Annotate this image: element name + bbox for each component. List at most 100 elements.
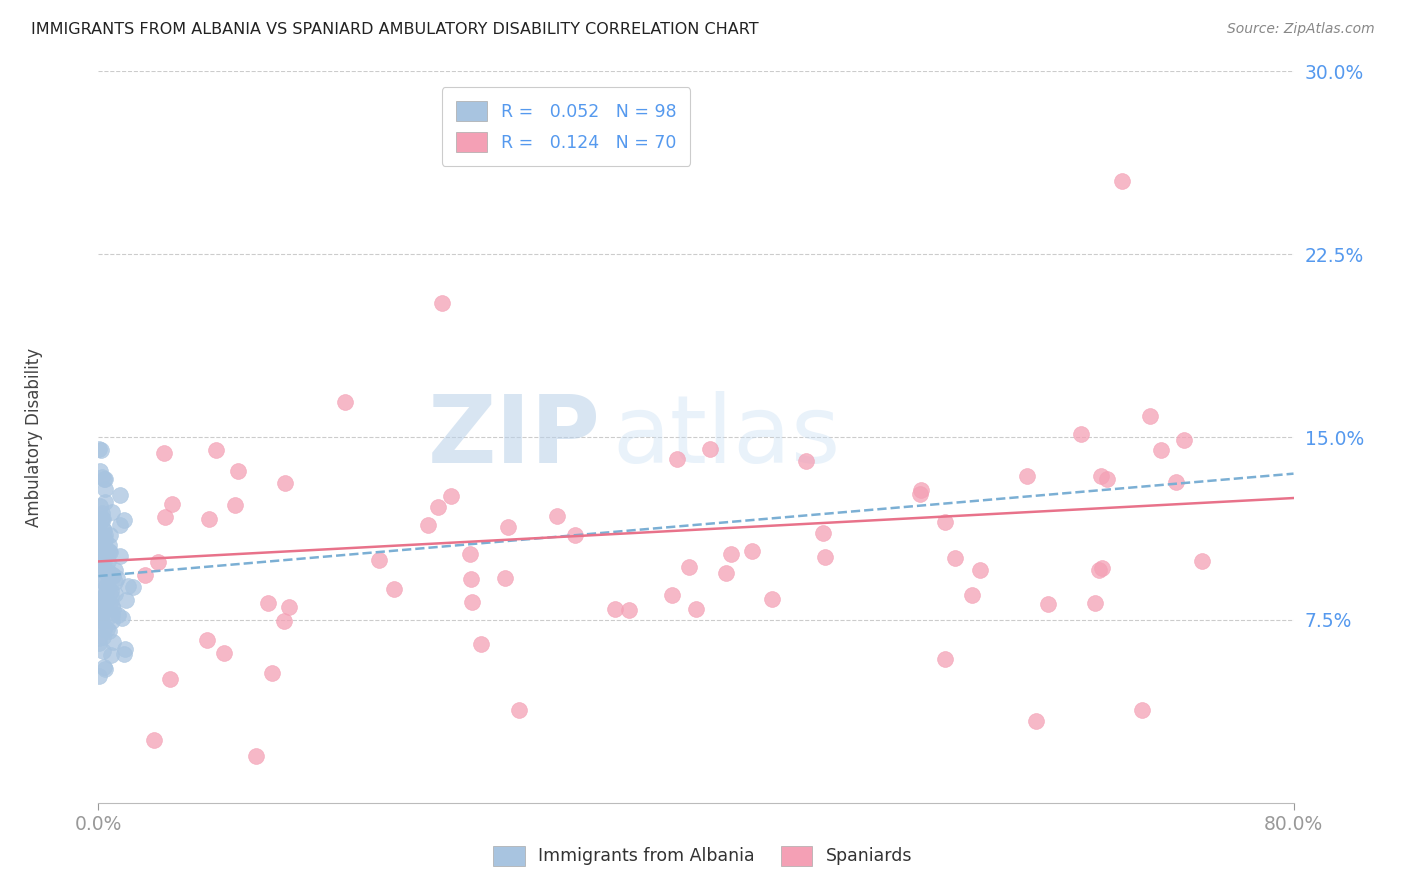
Point — [105, 571, 128, 585]
Point — [1088, 563, 1111, 577]
Point — [1015, 469, 1038, 483]
Point — [90, 582, 112, 597]
Point — [94, 602, 117, 616]
Point — [741, 543, 763, 558]
Point — [93, 533, 115, 548]
Point — [720, 547, 742, 561]
Point — [91, 614, 114, 628]
Point — [934, 652, 956, 666]
Point — [1164, 475, 1187, 489]
Text: ZIP: ZIP — [427, 391, 600, 483]
Point — [460, 572, 482, 586]
Point — [934, 515, 956, 529]
Point — [91, 559, 114, 574]
Point — [94, 533, 117, 547]
Point — [112, 513, 135, 527]
Point — [108, 517, 131, 532]
Point — [91, 512, 114, 526]
Point — [100, 589, 122, 603]
Point — [794, 454, 817, 468]
Point — [89, 567, 111, 582]
Point — [93, 524, 115, 538]
Point — [1173, 433, 1195, 447]
Point — [564, 527, 586, 541]
Point — [91, 644, 114, 658]
Point — [910, 483, 932, 497]
Point — [1070, 427, 1092, 442]
Point — [142, 733, 165, 747]
Point — [969, 563, 991, 577]
Point — [89, 631, 111, 645]
Point — [1150, 442, 1173, 457]
Point — [96, 579, 118, 593]
Point — [89, 464, 111, 478]
Point — [104, 563, 127, 577]
Point — [811, 525, 834, 540]
Point — [98, 528, 121, 542]
Point — [101, 504, 124, 518]
Point — [494, 571, 516, 585]
Point — [148, 555, 170, 569]
Point — [115, 592, 138, 607]
Point — [943, 551, 966, 566]
Point — [89, 615, 111, 629]
Point — [93, 622, 115, 636]
Point — [96, 622, 118, 636]
Point — [814, 550, 837, 565]
Point — [93, 548, 115, 562]
Point — [274, 476, 297, 491]
Point — [1111, 174, 1133, 188]
Point — [761, 591, 783, 606]
Point — [94, 663, 117, 677]
Point — [458, 547, 481, 561]
Point — [496, 520, 519, 534]
Point — [90, 534, 112, 549]
Point — [426, 500, 449, 515]
Point — [666, 452, 689, 467]
Point — [117, 579, 139, 593]
Text: Source: ZipAtlas.com: Source: ZipAtlas.com — [1227, 22, 1375, 37]
Point — [685, 602, 707, 616]
Point — [100, 583, 122, 598]
Point — [94, 585, 117, 599]
Y-axis label: Ambulatory Disability: Ambulatory Disability — [25, 348, 42, 526]
Point — [160, 498, 183, 512]
Point — [91, 511, 114, 525]
Point — [89, 636, 111, 650]
Point — [416, 518, 439, 533]
Point — [121, 580, 143, 594]
Point — [108, 488, 131, 502]
Point — [101, 635, 124, 649]
Point — [1130, 703, 1153, 717]
Point — [101, 614, 124, 628]
Point — [107, 607, 129, 622]
Point — [93, 553, 115, 567]
Point — [1084, 596, 1107, 610]
Legend: Immigrants from Albania, Spaniards: Immigrants from Albania, Spaniards — [486, 838, 920, 872]
Legend: R =   0.052   N = 98, R =   0.124   N = 70: R = 0.052 N = 98, R = 0.124 N = 70 — [441, 87, 690, 166]
Point — [90, 591, 112, 606]
Point — [273, 614, 295, 628]
Point — [96, 543, 118, 558]
Point — [153, 446, 176, 460]
Point — [90, 442, 112, 457]
Point — [89, 442, 111, 457]
Point — [90, 470, 112, 484]
Point — [89, 526, 111, 541]
Point — [960, 588, 983, 602]
Point — [257, 596, 280, 610]
Point — [97, 554, 120, 568]
Point — [93, 538, 115, 552]
Point — [93, 539, 115, 553]
Point — [1025, 714, 1047, 728]
Point — [94, 494, 117, 508]
Point — [93, 482, 115, 496]
Point — [714, 566, 737, 581]
Point — [91, 557, 114, 571]
Point — [98, 544, 121, 558]
Point — [260, 666, 283, 681]
Point — [89, 556, 111, 570]
Point — [678, 559, 700, 574]
Point — [91, 600, 114, 615]
Text: atlas: atlas — [613, 391, 841, 483]
